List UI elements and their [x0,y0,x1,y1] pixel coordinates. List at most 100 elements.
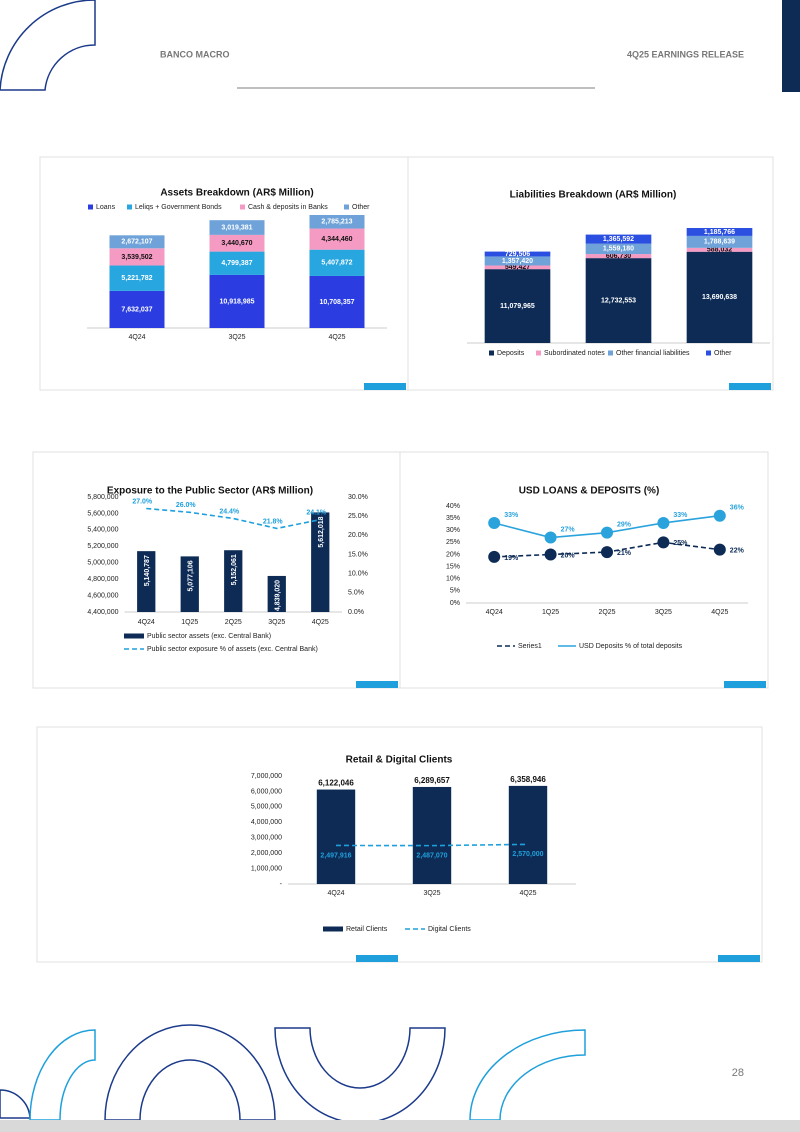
value-label: 1,788,639 [704,239,735,246]
report-name: 4Q25 EARNINGS RELEASE [627,49,744,59]
legend-label: Loans [96,204,116,211]
chart-title: Retail & Digital Clients [346,755,453,766]
bar [209,220,265,235]
y-tick-label: 4,400,000 [87,609,118,616]
bar [137,551,156,612]
value-label: 25% [673,540,688,547]
bar [209,234,265,252]
legend-label: Cash & deposits in Banks [248,204,328,211]
tab [364,383,406,390]
value-label: 5,407,872 [321,260,352,267]
bar [585,234,652,244]
y-tick-label: 5,200,000 [87,543,118,550]
y-tick-label: 20% [446,551,460,558]
bar [686,228,753,236]
tab [724,681,766,688]
legend-label: Series1 [518,643,542,650]
value-label: 4,839,020 [275,580,282,611]
value-label: 13,690,638 [702,294,737,301]
bar [311,512,330,612]
header-decoration [0,0,96,91]
bar [316,789,356,884]
bar [686,235,753,248]
point [601,526,613,539]
x-tick-label: 4Q24 [128,334,145,341]
footer-band [0,1120,800,1132]
value-label: 6,289,657 [414,776,450,785]
legend-label: Public sector exposure % of assets (exc.… [147,646,318,653]
bar [109,248,165,266]
page-number: 28 [732,1067,744,1079]
legend-label: Public sector assets (exc. Central Bank) [147,633,271,640]
value-label: 2,672,107 [121,239,152,246]
value-label: 5,152,061 [231,554,238,585]
value-label: 3,539,502 [121,254,152,261]
value-label: 606,730 [606,253,631,260]
bar [309,275,365,328]
charts: Assets Breakdown (AR$ Million) 4Q24 3Q25 4Q… [87,188,770,933]
series-line [335,843,529,847]
y-tick-label: 0% [450,600,460,607]
panel [36,726,763,963]
bar [109,235,165,249]
value-label: 33% [673,512,688,519]
point [544,531,557,544]
value-label: 27% [561,526,576,533]
point [488,550,501,563]
y-tick-label: - [280,881,283,888]
y-tick-label: 40% [446,503,460,510]
value-label: 6,358,946 [510,775,546,784]
value-label: 1,357,420 [502,258,533,265]
legend-label: Other financial liabilities [616,350,690,357]
y-tick-label: 4,000,000 [251,819,282,826]
chart-title: Assets Breakdown (AR$ Million) [160,188,313,199]
x-tick-label: 4Q25 [519,890,536,897]
value-label: 10,708,357 [319,299,354,306]
y-tick-label: 7,000,000 [251,773,282,780]
value-label: 33% [504,512,519,519]
value-label: 1,185,766 [704,229,735,236]
bar [309,249,365,276]
value-label: 11,079,965 [500,303,535,310]
value-label: 2,570,000 [512,851,543,858]
y-tick-label: 3,000,000 [251,835,282,842]
panel-tabs [356,383,771,962]
y2-tick-label: 25.0% [348,513,368,520]
value-label: 19% [504,555,519,562]
value-label: 4,799,387 [221,260,252,267]
panels [32,156,774,963]
y2-tick-label: 20.0% [348,532,368,539]
legend-label: Digital Clients [428,926,471,933]
arc-shape [469,1029,586,1121]
bar [224,550,243,612]
value-label: 26.0% [176,502,197,509]
legend-label: USD Deposits % of total deposits [579,643,683,650]
x-tick-label: 4Q25 [711,609,728,616]
value-label: 5,221,782 [121,275,152,282]
point [544,548,557,561]
arc-shape [0,0,96,91]
legend-label: Leliqs + Government Bonds [135,204,222,211]
tab [356,955,398,962]
chart-title: Exposure to the Public Sector (AR$ Milli… [107,486,313,497]
y-tick-label: 25% [446,539,460,546]
series-line [146,507,321,530]
chart-title: USD LOANS & DEPOSITS (%) [519,486,660,497]
arc-shape [29,1029,96,1121]
header-bar [782,0,800,92]
value-label: 549,427 [505,264,530,271]
x-tick-label: 3Q25 [228,334,245,341]
arc-shape [0,1089,31,1119]
legend-swatch [124,633,144,639]
legend-swatch [127,204,132,210]
tab [718,955,760,962]
point [713,509,726,522]
point [657,536,670,549]
legend-label: Subordinated notes [544,350,605,357]
value-label: 12,732,553 [601,297,636,304]
value-label: 21% [617,550,632,557]
value-label: 20% [561,552,576,559]
point [488,516,501,529]
y-tick-label: 6,000,000 [251,788,282,795]
